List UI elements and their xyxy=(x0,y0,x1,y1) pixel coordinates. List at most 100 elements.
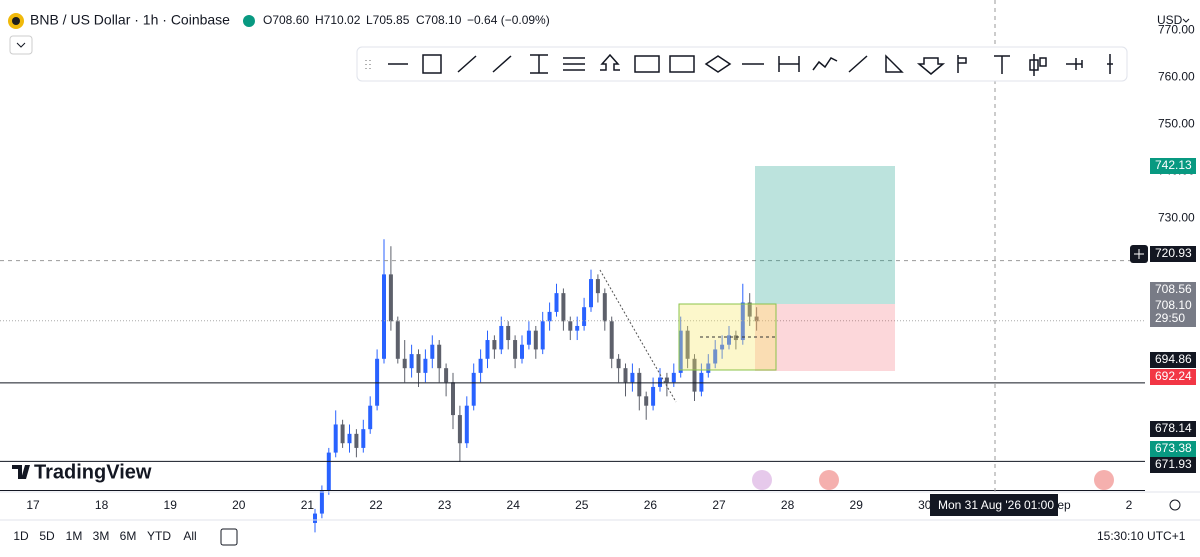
candle-body xyxy=(499,325,504,350)
candle-body xyxy=(616,358,621,369)
tool-icon[interactable] xyxy=(1107,54,1113,74)
candle-body xyxy=(727,335,731,345)
candle-body xyxy=(664,377,669,383)
target-zone xyxy=(755,166,895,304)
flag-icon[interactable] xyxy=(819,470,839,490)
range-button[interactable]: All xyxy=(183,529,196,543)
tool-icon[interactable] xyxy=(848,55,868,73)
x-tick-label: 24 xyxy=(507,498,521,512)
price-axis: 770.00760.00750.00740.00730.00700.00680.… xyxy=(1130,23,1196,473)
symbol[interactable]: BNB / US Dollar · 1h · Coinbase xyxy=(30,12,230,28)
candle-body xyxy=(637,372,642,397)
tool-icon[interactable] xyxy=(492,55,512,73)
logo-mark xyxy=(12,465,30,479)
tool-icon[interactable] xyxy=(1029,54,1047,76)
range-button[interactable]: YTD xyxy=(147,529,171,543)
ohlc-low: L705.85 xyxy=(366,13,410,27)
ohlc-close: C708.10 xyxy=(416,13,462,27)
tool-icon[interactable] xyxy=(994,55,1010,74)
date-range-icon[interactable] xyxy=(220,528,238,546)
tool-icon[interactable] xyxy=(704,55,732,73)
tool-icon[interactable] xyxy=(530,54,548,74)
candle-body xyxy=(506,325,511,341)
flag-icon[interactable] xyxy=(1094,470,1114,490)
tool-icon[interactable] xyxy=(422,54,442,74)
tool-icons xyxy=(365,53,1113,76)
candle-body xyxy=(699,372,704,392)
event-icon[interactable] xyxy=(752,470,772,490)
price-tag-label: 678.14 xyxy=(1155,421,1192,435)
x-tick-label: 2 xyxy=(1126,498,1133,512)
candle-body xyxy=(706,363,711,373)
candle-body xyxy=(423,358,428,373)
clock[interactable]: 15:30:10 UTC+1 xyxy=(1097,529,1186,543)
candle-body xyxy=(575,325,580,331)
settings-icon[interactable] xyxy=(1169,499,1181,511)
range-button[interactable]: 6M xyxy=(120,529,137,543)
candle-body xyxy=(485,340,490,359)
candle-body xyxy=(589,279,593,308)
candle-body xyxy=(540,321,545,350)
x-tick-label: 22 xyxy=(369,498,383,512)
currency-caret xyxy=(1182,18,1190,23)
tool-icon[interactable] xyxy=(669,55,695,73)
candle-body xyxy=(340,424,345,444)
candle-body xyxy=(347,433,352,444)
tool-icon[interactable] xyxy=(812,57,838,71)
crosshair-label xyxy=(930,494,1058,516)
price-tag-label: 708.10 xyxy=(1155,298,1192,312)
candle-body xyxy=(402,358,407,369)
tool-icon[interactable] xyxy=(563,57,585,71)
tool-icon[interactable] xyxy=(1066,58,1083,70)
price-tag-label: 708.56 xyxy=(1155,282,1192,296)
price-tag-label: 692.24 xyxy=(1155,369,1192,383)
stop-zone xyxy=(755,304,895,371)
range-box xyxy=(678,303,777,371)
candle-body xyxy=(471,372,476,406)
tool-icon[interactable] xyxy=(957,55,967,73)
candle-body xyxy=(313,513,317,523)
tool-icon[interactable] xyxy=(634,55,660,73)
currency[interactable]: USD xyxy=(1157,13,1183,27)
candle-body xyxy=(451,382,455,416)
y-tick-label: 760.00 xyxy=(1158,70,1195,84)
range-button[interactable]: 1M xyxy=(66,529,83,543)
x-tick-label: 26 xyxy=(644,498,658,512)
candle-body xyxy=(382,274,386,359)
tool-icon[interactable] xyxy=(600,53,620,71)
tool-icon[interactable] xyxy=(885,54,904,73)
status-dot xyxy=(243,15,255,27)
tool-icon[interactable] xyxy=(457,55,477,73)
price-tag-label: 742.13 xyxy=(1155,158,1192,172)
tool-icon[interactable] xyxy=(778,56,800,72)
candle-body xyxy=(692,358,697,392)
candle-body xyxy=(644,396,649,406)
candle-body xyxy=(388,274,393,322)
candle-body xyxy=(671,372,676,383)
candle-body xyxy=(602,293,607,322)
ohlc-open: O708.60 xyxy=(263,13,309,27)
range-button[interactable]: 5D xyxy=(39,529,55,543)
grip xyxy=(365,60,371,69)
candle-body xyxy=(457,415,462,444)
collapse-button[interactable] xyxy=(9,35,33,55)
price-tag xyxy=(1150,421,1196,437)
range-button[interactable]: 1D xyxy=(13,529,29,543)
candle-body xyxy=(319,490,324,514)
candle-body xyxy=(713,349,718,364)
trend-line xyxy=(599,269,677,403)
crosshair-time: 01:00 xyxy=(1024,498,1054,512)
candle-body xyxy=(354,433,359,448)
candle-body xyxy=(333,424,338,453)
candle-body xyxy=(595,279,600,294)
candle-body xyxy=(361,429,366,448)
candle-body xyxy=(513,340,518,359)
candle-body xyxy=(609,321,614,359)
candle-body xyxy=(464,405,469,444)
candle-body xyxy=(437,344,442,369)
tool-icon[interactable] xyxy=(916,57,946,75)
price-tag xyxy=(1150,352,1196,368)
x-tick-label: 20 xyxy=(232,498,246,512)
range-button[interactable]: 3M xyxy=(93,529,110,543)
